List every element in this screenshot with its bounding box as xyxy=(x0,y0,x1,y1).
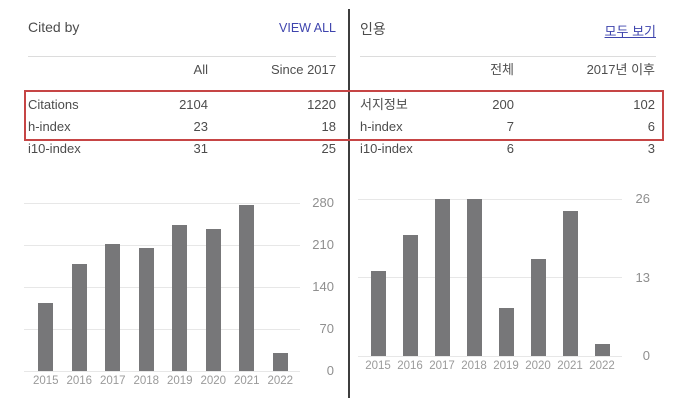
y-axis-tick-label-26: 26 xyxy=(635,191,650,206)
row-label: 서지정보 xyxy=(360,97,408,112)
empty-header-cell xyxy=(28,59,124,81)
panel-title-inyong: 인용 xyxy=(360,21,386,37)
table-row-i10-index-korean: i10-index 6 3 xyxy=(360,138,655,160)
table-row-h-index: h-index 23 18 xyxy=(28,116,336,138)
panel-divider-line xyxy=(348,9,350,398)
gridline-280 xyxy=(24,202,300,204)
view-all-link[interactable]: VIEW ALL xyxy=(279,21,336,35)
x-axis-year-label-2022: 2022 xyxy=(267,375,294,387)
x-axis-year-label-2019: 2019 xyxy=(166,375,193,387)
chart-bar-2022[interactable] xyxy=(594,343,610,356)
x-axis-year-label-2018: 2018 xyxy=(133,375,160,387)
chart-bar-2020[interactable] xyxy=(530,259,546,356)
gridline-70 xyxy=(24,328,300,330)
x-axis-year-label-2020: 2020 xyxy=(525,360,551,372)
chart-bar-2015[interactable] xyxy=(370,271,386,356)
chart-bar-2019[interactable] xyxy=(172,225,188,371)
citations-since-value: 1220 xyxy=(307,97,336,112)
y-axis-tick-label-210: 210 xyxy=(312,237,334,252)
chart-bar-2022[interactable] xyxy=(272,353,288,371)
h-index-all-value: 7 xyxy=(506,119,514,134)
i10-index-all-value: 6 xyxy=(506,141,514,156)
x-axis-year-label-2019: 2019 xyxy=(493,360,519,372)
gridline-26 xyxy=(358,198,622,200)
stats-column-headers: All Since 2017 xyxy=(28,59,336,81)
i10-index-since-value: 3 xyxy=(647,141,655,156)
gridline-0 xyxy=(24,370,300,372)
empty-header-cell xyxy=(360,59,452,81)
chart-bar-2019[interactable] xyxy=(498,307,514,356)
h-index-since-value: 6 xyxy=(647,119,655,134)
row-label: h-index xyxy=(360,119,403,134)
y-axis-tick-label-13: 13 xyxy=(635,269,650,285)
citations-since-value: 102 xyxy=(633,97,655,112)
row-label: Citations xyxy=(28,97,79,112)
row-label: i10-index xyxy=(360,141,413,156)
table-row-h-index-korean: h-index 7 6 xyxy=(360,116,655,138)
gridline-140 xyxy=(24,286,300,288)
x-axis-year-label-2015: 2015 xyxy=(365,360,391,372)
row-label: i10-index xyxy=(28,141,81,156)
chart-bar-2017[interactable] xyxy=(105,243,121,371)
chart-bar-2016[interactable] xyxy=(71,264,87,371)
y-axis-tick-label-280: 280 xyxy=(312,195,334,210)
h-index-since-value: 18 xyxy=(321,119,336,134)
row-label: h-index xyxy=(28,119,71,134)
citations-all-value: 2104 xyxy=(179,97,208,112)
column-header-all: All xyxy=(193,62,208,77)
panel-title-cited-by: Cited by xyxy=(28,19,80,35)
table-row-citations-korean: 서지정보 200 102 xyxy=(360,94,655,116)
x-axis-year-label-2021: 2021 xyxy=(233,375,260,387)
y-axis-tick-label-140: 140 xyxy=(312,279,334,294)
table-row-citations: Citations 2104 1220 xyxy=(28,94,336,116)
table-row-i10-index: i10-index 31 25 xyxy=(28,138,336,160)
chart-bar-2015[interactable] xyxy=(38,302,54,371)
chart-bar-2018[interactable] xyxy=(466,199,482,356)
chart-bar-2017[interactable] xyxy=(434,199,450,356)
x-axis-year-label-2017: 2017 xyxy=(429,360,455,372)
x-axis-year-label-2017: 2017 xyxy=(99,375,126,387)
view-all-link-korean[interactable]: 모두 보기 xyxy=(604,24,656,39)
y-axis-tick-label-0: 0 xyxy=(642,348,650,363)
x-axis-year-label-2022: 2022 xyxy=(589,360,615,372)
y-axis-tick-label-70: 70 xyxy=(319,321,334,336)
y-axis-tick-label-0: 0 xyxy=(326,363,334,378)
x-axis-year-label-2015: 2015 xyxy=(32,375,59,387)
chart-bar-2021[interactable] xyxy=(562,211,578,356)
x-axis-year-label-2018: 2018 xyxy=(461,360,487,372)
column-header-since-2017-korean: 2017년 이후 xyxy=(586,62,655,77)
i10-index-all-value: 31 xyxy=(193,141,208,156)
column-header-all-korean: 전체 xyxy=(490,62,514,77)
citations-all-value: 200 xyxy=(492,97,514,112)
header-separator xyxy=(28,56,336,57)
chart-bar-2016[interactable] xyxy=(402,235,418,356)
chart-bar-2020[interactable] xyxy=(205,229,221,371)
gridline-0 xyxy=(358,355,622,357)
header-separator xyxy=(360,56,656,57)
x-axis-year-label-2020: 2020 xyxy=(200,375,227,387)
h-index-all-value: 23 xyxy=(193,119,208,134)
x-axis-year-label-2016: 2016 xyxy=(397,360,423,372)
chart-bar-2018[interactable] xyxy=(138,248,154,371)
x-axis-year-label-2016: 2016 xyxy=(66,375,93,387)
gridline-210 xyxy=(24,244,300,246)
column-header-since-2017: Since 2017 xyxy=(270,62,336,77)
i10-index-since-value: 25 xyxy=(321,141,336,156)
x-axis-year-label-2021: 2021 xyxy=(557,360,583,372)
gridline-13 xyxy=(358,277,622,278)
stats-column-headers: 전체 2017년 이후 xyxy=(360,59,655,81)
chart-bar-2021[interactable] xyxy=(239,204,255,371)
